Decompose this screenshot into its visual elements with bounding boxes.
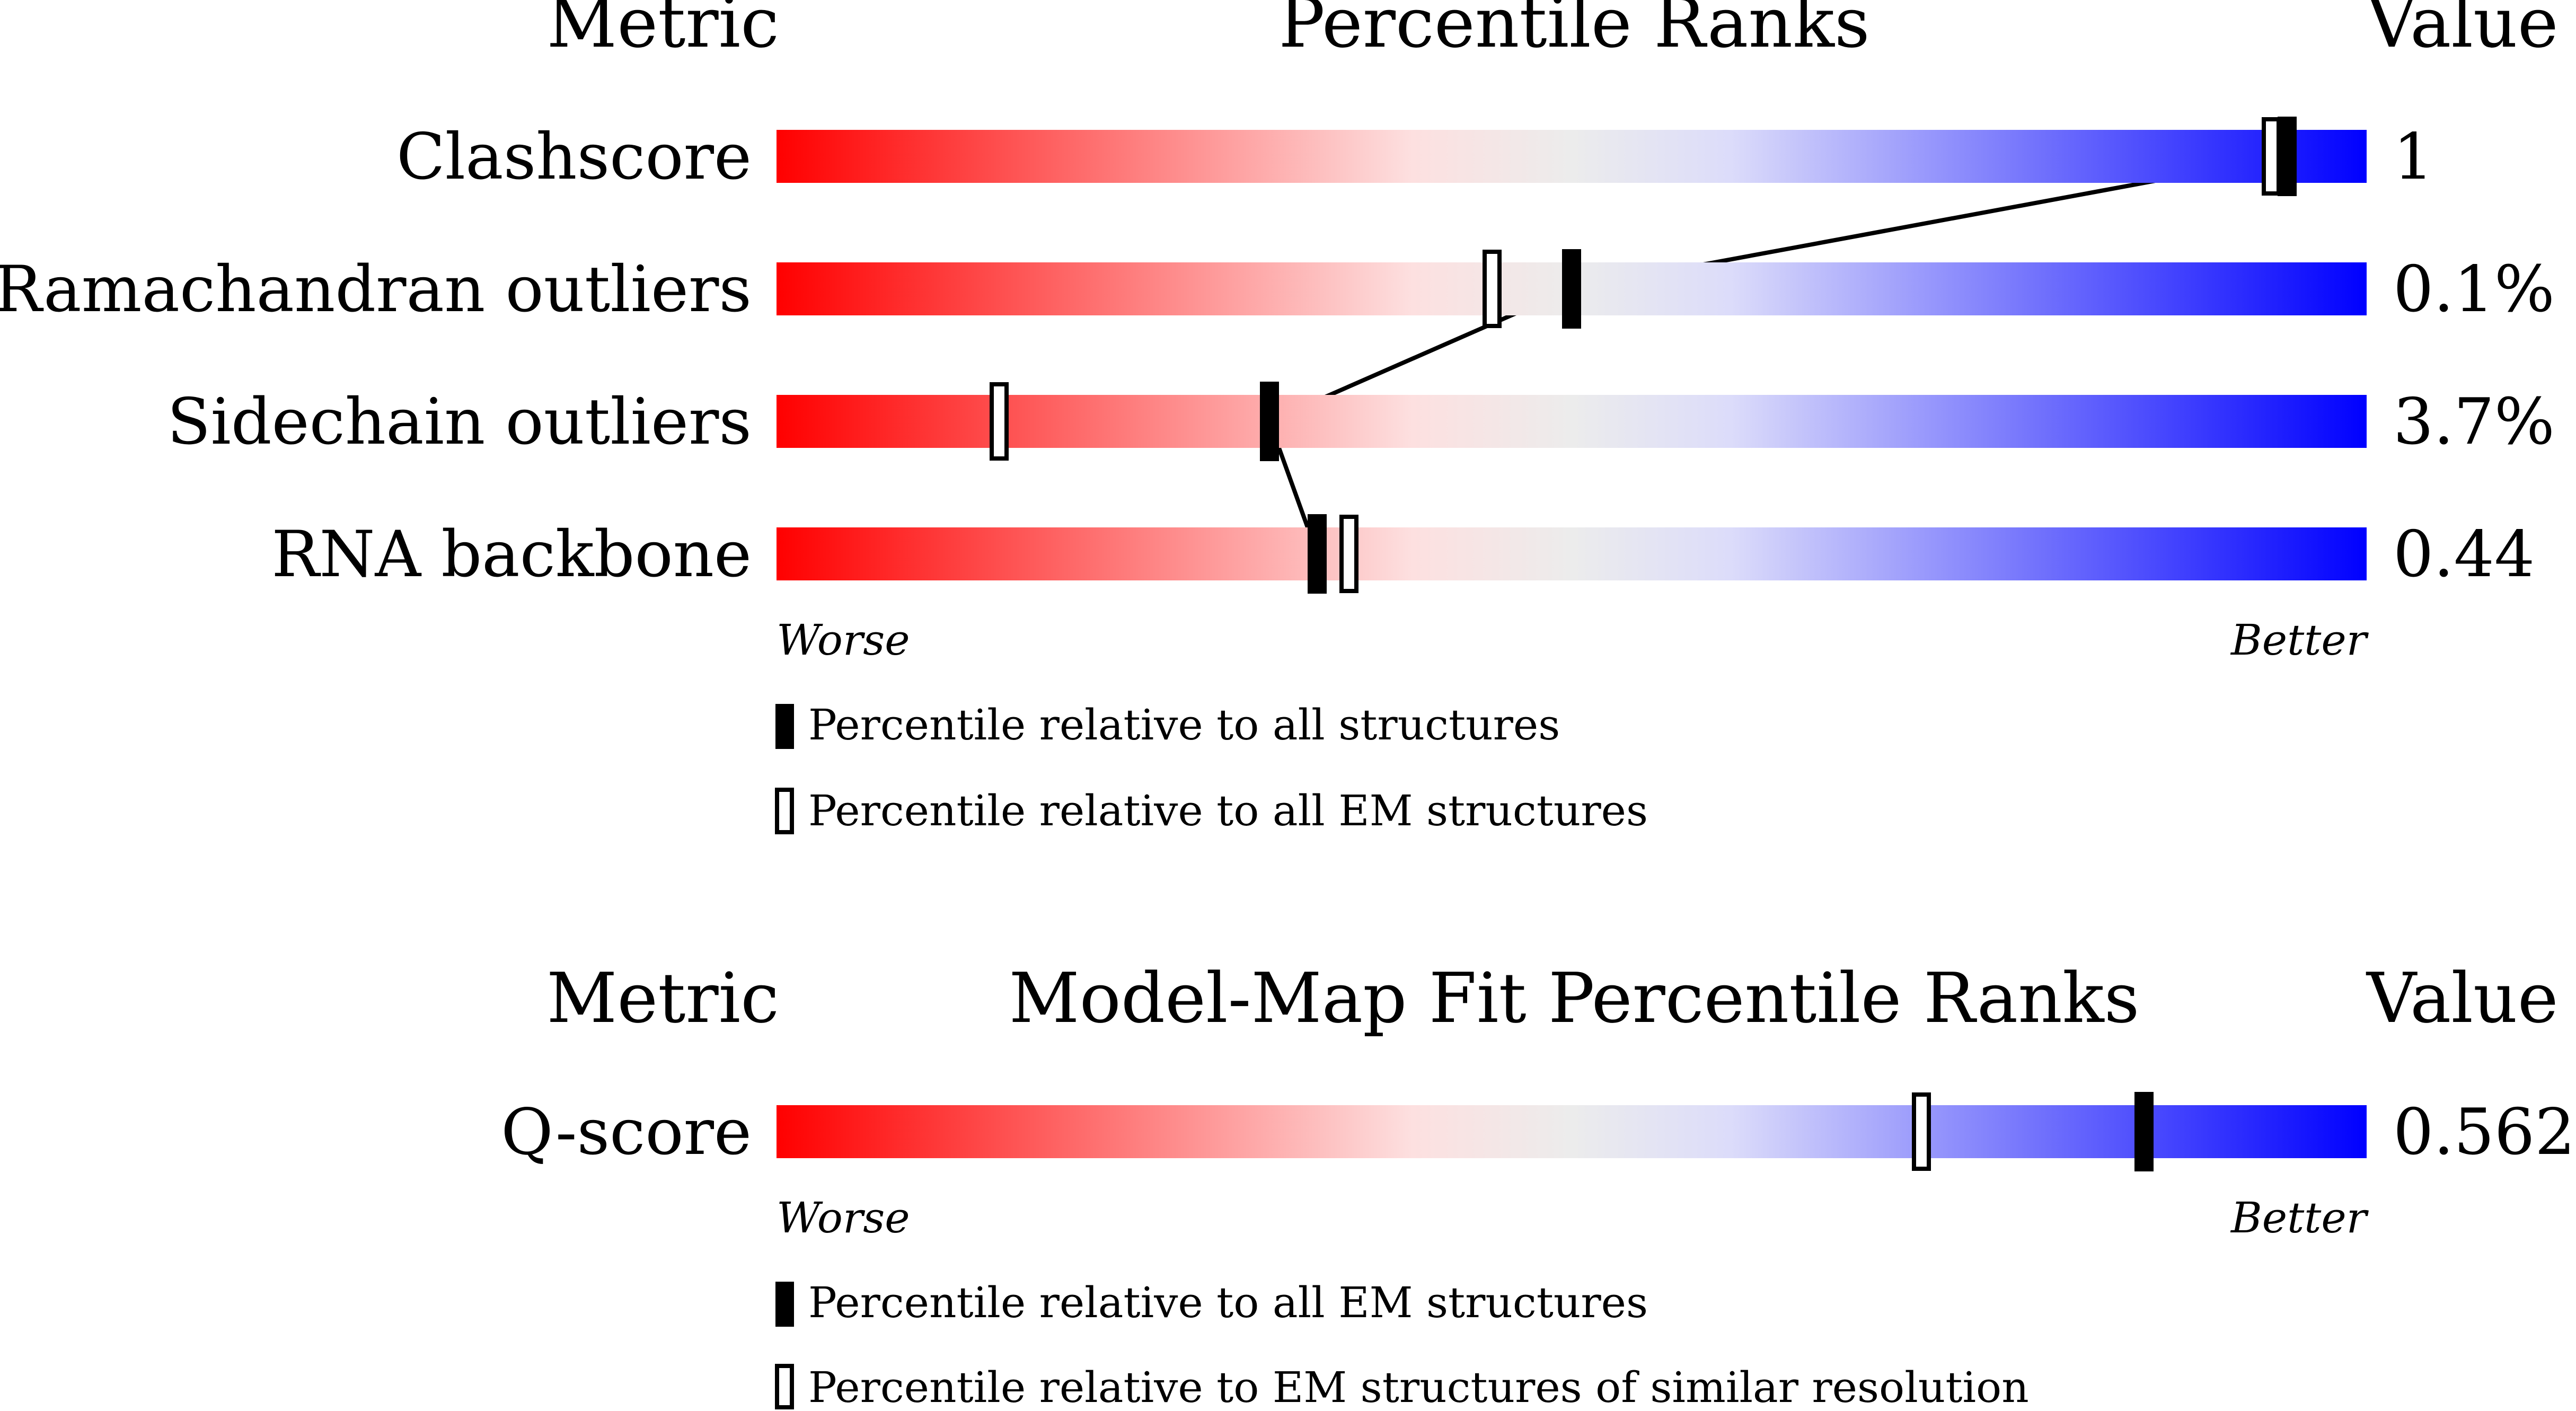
metric-label: RNA backbone [271, 518, 752, 592]
value-header: Value [2366, 0, 2559, 63]
legend-open-marker [775, 788, 794, 834]
metric-value: 1 [2393, 120, 2433, 194]
metric-label: Sidechain outliers [167, 385, 752, 459]
metric-value: 3.7% [2393, 385, 2555, 459]
legend-filled-marker [775, 1282, 794, 1327]
all-percentile-marker [2134, 1092, 2154, 1171]
metric-rows: Clashscore 1 Ramachandran outliers 0.1% Side… [0, 117, 2555, 594]
subset-percentile-marker [1339, 515, 1358, 593]
all-percentile-marker [1562, 249, 1581, 329]
percentile-bar [777, 395, 2367, 448]
value-header: Value [2366, 958, 2559, 1038]
legend: Percentile relative to all EM structures… [775, 1278, 2029, 1411]
metric-header: Metric [546, 958, 779, 1038]
metric-label: Ramachandran outliers [0, 253, 752, 327]
all-percentile-marker [1308, 514, 1327, 594]
legend-filled-marker [775, 704, 794, 749]
metric-label: Q-score [501, 1096, 752, 1169]
legend-open-label: Percentile relative to all EM structures [808, 786, 1648, 835]
legend-open-marker [775, 1364, 794, 1409]
subset-percentile-marker [2262, 117, 2281, 196]
legend-filled-label: Percentile relative to all structures [808, 700, 1560, 749]
percentile-connector-line [1266, 154, 2288, 555]
panel-quality: Metric Percentile Ranks Value Clashscore… [0, 0, 2559, 835]
percentile-bar [777, 130, 2367, 183]
percentile-bar [777, 1105, 2367, 1158]
subset-percentile-marker [1912, 1092, 1931, 1171]
chart-title: Percentile Ranks [1278, 0, 1869, 63]
metric-value: 0.44 [2393, 518, 2535, 592]
subset-percentile-marker [1483, 250, 1502, 328]
metric-label: Clashscore [396, 120, 752, 194]
worse-label: Worse [777, 615, 910, 665]
worse-label: Worse [777, 1193, 910, 1242]
better-label: Better [2230, 615, 2369, 665]
metric-rows: Q-score 0.562 [501, 1092, 2575, 1171]
legend-filled-label: Percentile relative to all EM structures [808, 1278, 1648, 1327]
metric-header: Metric [546, 0, 779, 63]
better-label: Better [2230, 1193, 2369, 1242]
chart-title: Model-Map Fit Percentile Ranks [1009, 958, 2140, 1038]
all-percentile-marker [2278, 117, 2297, 196]
subset-percentile-marker [990, 382, 1009, 461]
percentile-bar [777, 527, 2367, 580]
metric-value: 0.562 [2393, 1096, 2575, 1169]
all-percentile-marker [1260, 382, 1279, 461]
metric-value: 0.1% [2393, 253, 2555, 327]
legend-open-label: Percentile relative to EM structures of … [808, 1363, 2029, 1411]
legend: Percentile relative to all structures Pe… [775, 700, 1648, 835]
panel-model-map-fit: Metric Model-Map Fit Percentile Ranks Va… [501, 958, 2575, 1411]
